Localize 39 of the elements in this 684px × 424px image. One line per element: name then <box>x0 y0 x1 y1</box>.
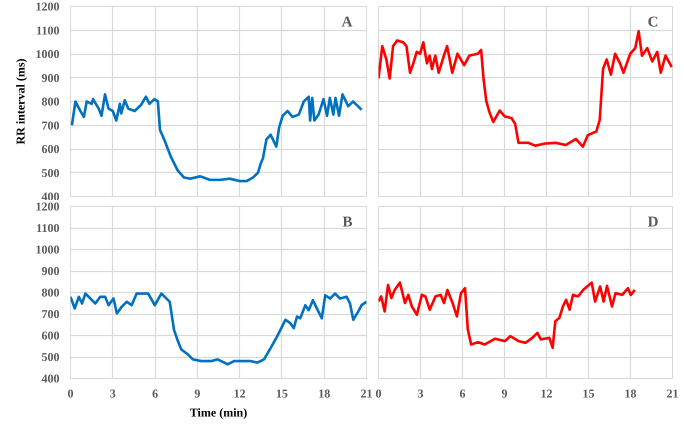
x-axis-title: Time (min) <box>190 406 248 420</box>
y-tick-label: 800 <box>42 286 60 300</box>
x-tick-label: 15 <box>276 386 288 400</box>
x-tick-label: 21 <box>360 386 372 400</box>
y-tick-label: 900 <box>42 70 60 85</box>
x-tick-label: 12 <box>540 386 552 400</box>
y-tick-label: 700 <box>42 118 60 132</box>
y-tick-label: 1200 <box>36 200 60 214</box>
x-tick-label: 12 <box>234 386 246 400</box>
y-tick-label: 400 <box>42 372 60 386</box>
annotation: B <box>342 214 353 230</box>
y-tick-label: 900 <box>42 264 60 278</box>
x-tick-label: 9 <box>194 386 200 400</box>
y-tick-label: 500 <box>42 166 60 180</box>
x-tick-label: 0 <box>376 386 382 400</box>
x-tick-label: 18 <box>624 386 636 400</box>
y-tick-label: 700 <box>42 307 60 321</box>
annotation: D <box>648 214 659 230</box>
y-tick-label: 800 <box>42 94 60 108</box>
y-tick-label: 600 <box>42 328 60 342</box>
y-tick-label: 1000 <box>36 242 60 256</box>
y-tick-label: 1200 <box>36 0 60 14</box>
x-tick-label: 0 <box>68 386 74 400</box>
y-tick-label: 500 <box>42 350 60 364</box>
y-tick-label: 1100 <box>36 221 60 235</box>
x-tick-label: 18 <box>318 386 330 400</box>
x-tick-label: 15 <box>582 386 594 400</box>
x-tick-label: 6 <box>460 386 466 400</box>
y-axis-title: RR interval (ms) <box>14 58 28 144</box>
annotation: C <box>648 14 659 30</box>
x-tick-label: 6 <box>152 386 158 400</box>
annotation: A <box>342 14 353 30</box>
x-tick-label: 3 <box>110 386 116 400</box>
x-tick-label: 21 <box>666 386 678 400</box>
y-tick-label: 1000 <box>36 47 60 61</box>
y-tick-label: 1100 <box>36 23 60 38</box>
x-tick-label: 3 <box>418 386 424 400</box>
x-tick-label: 9 <box>502 386 508 400</box>
y-tick-label: 600 <box>42 142 60 156</box>
